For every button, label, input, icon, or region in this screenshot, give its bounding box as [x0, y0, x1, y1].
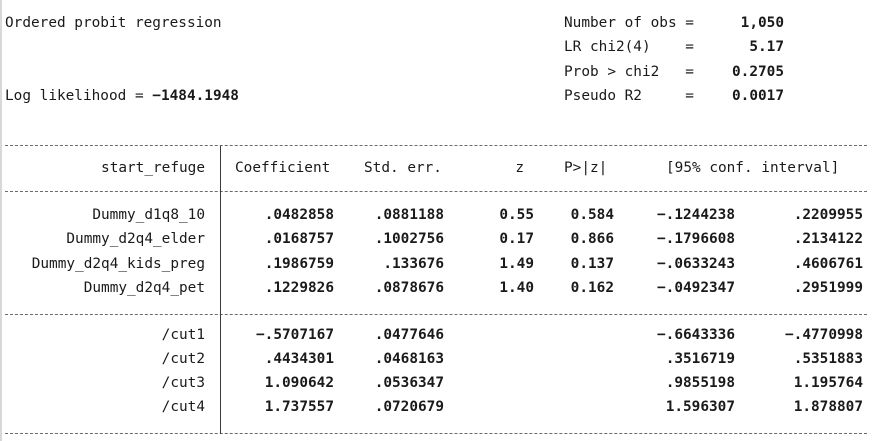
stat-label-prob: Prob > chi2 = [564, 64, 694, 80]
cut-label: /cut4 [161, 399, 205, 415]
ci-lower: .3516719 [665, 351, 735, 367]
table-top-rule [5, 145, 867, 146]
se-value: .0878676 [374, 280, 444, 296]
cuts-rule [5, 314, 867, 315]
stat-value-nobs: 1,050 [740, 15, 784, 31]
window-left-edge [0, 0, 2, 441]
se-value: .0468163 [374, 351, 444, 367]
col-z: z [515, 160, 524, 176]
ci-upper: .2134122 [793, 231, 863, 247]
col-pvalue: P>|z| [564, 160, 608, 176]
z-value: 0.17 [499, 231, 534, 247]
header-rule [5, 191, 867, 192]
coef-value: .0168757 [264, 231, 334, 247]
se-value: .0720679 [374, 399, 444, 415]
se-value: .0477646 [374, 327, 444, 343]
p-value: 0.584 [570, 207, 614, 223]
row-label: Dummy_d2q4_pet [83, 280, 205, 296]
stat-value-pseudor2: 0.0017 [732, 88, 784, 104]
ci-upper: .5351883 [793, 351, 863, 367]
coef-value: −.5707167 [256, 327, 334, 343]
cut-label: /cut1 [161, 327, 205, 343]
row-label: Dummy_d2q4_kids_preg [31, 256, 205, 272]
p-value: 0.866 [570, 231, 614, 247]
stat-value-lrchi2: 5.17 [749, 39, 784, 55]
stat-label-lrchi2: LR chi2(4) = [564, 39, 694, 55]
z-value: 0.55 [499, 207, 534, 223]
z-value: 1.40 [499, 280, 534, 296]
model-title: Ordered probit regression [5, 15, 222, 31]
z-value: 1.49 [499, 256, 534, 272]
row-label: Dummy_d1q8_10 [92, 207, 205, 223]
ci-upper: −.4770998 [785, 327, 863, 343]
row-label: Dummy_d2q4_elder [66, 231, 205, 247]
se-value: .1002756 [374, 231, 444, 247]
stat-label-nobs: Number of obs = [564, 15, 694, 31]
ci-lower: −.0492347 [657, 280, 735, 296]
log-likelihood: Log likelihood = −1484.1948 [5, 87, 239, 105]
p-value: 0.137 [570, 256, 614, 272]
ci-upper: .4606761 [793, 256, 863, 272]
p-value: 0.162 [570, 280, 614, 296]
ci-lower: −.0633243 [657, 256, 735, 272]
coef-value: 1.737557 [264, 399, 334, 415]
ci-upper: 1.878807 [793, 399, 863, 415]
ci-lower: .9855198 [665, 375, 735, 391]
cut-label: /cut3 [161, 375, 205, 391]
col-std-err: Std. err. [364, 160, 442, 176]
stat-value-prob: 0.2705 [732, 64, 784, 80]
coef-value: 1.090642 [264, 375, 334, 391]
col-coefficient: Coefficient [235, 160, 331, 176]
table-bottom-rule [5, 433, 867, 434]
se-value: .133676 [383, 256, 444, 272]
ci-lower: −.6643336 [657, 327, 735, 343]
coef-value: .0482858 [264, 207, 334, 223]
ci-lower: −.1796608 [657, 231, 735, 247]
coef-value: .1229826 [264, 280, 334, 296]
col-conf-interval: [95% conf. interval] [666, 160, 840, 176]
log-likelihood-label: Log likelihood = [5, 88, 153, 104]
log-likelihood-value: −1484.1948 [152, 88, 239, 104]
ci-upper: .2951999 [793, 280, 863, 296]
ci-lower: −.1244238 [657, 207, 735, 223]
coef-value: .1986759 [264, 256, 334, 272]
table-vertical-rule [220, 146, 221, 434]
se-value: .0881188 [374, 207, 444, 223]
depvar-header: start_refuge [101, 160, 205, 176]
cut-label: /cut2 [161, 351, 205, 367]
stat-label-pseudor2: Pseudo R2 = [564, 88, 694, 104]
ci-upper: .2209955 [793, 207, 863, 223]
coef-value: .4434301 [264, 351, 334, 367]
ci-lower: 1.596307 [665, 399, 735, 415]
se-value: .0536347 [374, 375, 444, 391]
ci-upper: 1.195764 [793, 375, 863, 391]
